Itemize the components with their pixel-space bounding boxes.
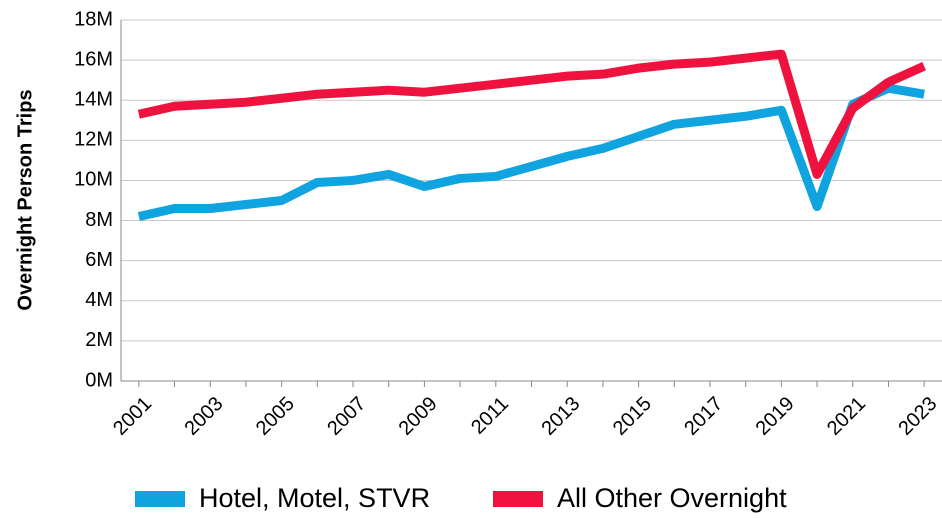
y-tick-label: 14M [74, 89, 113, 111]
x-tick-label: 2013 [537, 393, 584, 440]
x-tick-label: 2007 [323, 393, 370, 440]
x-tick-label: 2011 [467, 393, 513, 439]
y-tick-label: 16M [74, 48, 113, 70]
y-tick-label: 8M [85, 209, 113, 231]
y-tick-label: 2M [85, 329, 113, 351]
x-tick-label: 2003 [180, 393, 227, 440]
legend-swatch [135, 491, 185, 507]
y-tick-label: 18M [74, 8, 113, 30]
y-tick-label: 6M [85, 249, 113, 271]
x-tick-label: 2009 [395, 393, 442, 440]
x-tick-label: 2019 [752, 393, 799, 440]
x-tick-label: 2023 [894, 393, 941, 440]
y-axis-label: Overnight Person Trips [14, 89, 36, 310]
x-tick-label: 2015 [609, 393, 656, 440]
x-tick-label: 2017 [680, 393, 727, 440]
legend-label: Hotel, Motel, STVR [199, 483, 430, 513]
series-line [137, 49, 926, 179]
x-tick-label: 2005 [252, 393, 299, 440]
y-tick-label: 0M [85, 369, 113, 391]
series-line [137, 83, 925, 221]
y-tick-label: 12M [74, 129, 113, 151]
x-tick-label: 2021 [823, 393, 870, 440]
legend-swatch [493, 491, 543, 507]
legend-label: All Other Overnight [557, 483, 787, 513]
y-tick-label: 4M [85, 289, 113, 311]
y-tick-label: 10M [74, 169, 113, 191]
x-tick-label: 2001 [109, 393, 156, 440]
